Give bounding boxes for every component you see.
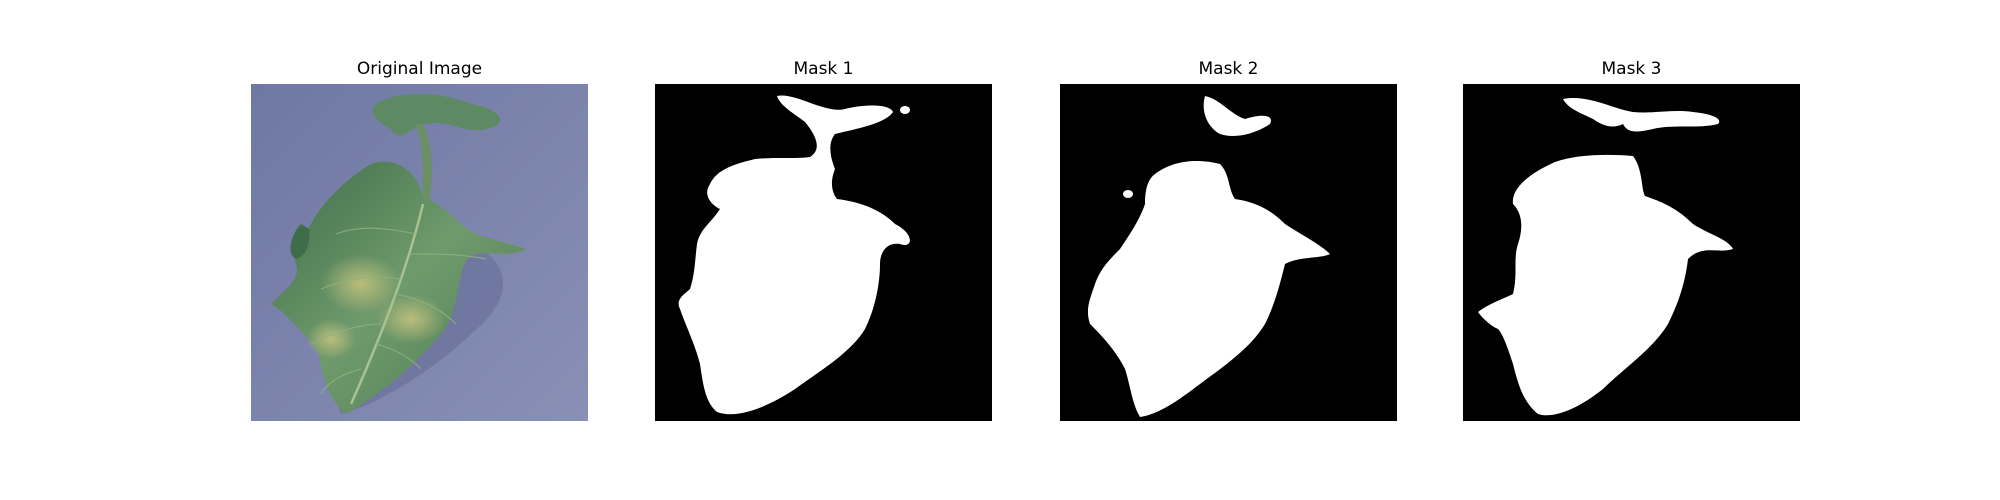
mask-1-panel: Mask 1	[655, 0, 992, 500]
leaf-midrib	[349, 203, 425, 405]
mask-1-image	[655, 84, 992, 421]
mask-3-panel: Mask 3	[1463, 0, 1800, 500]
original-image-panel: Original Image	[251, 0, 588, 500]
mask-2-image	[1060, 84, 1397, 421]
mask-top-fragment	[1203, 96, 1271, 136]
mask-3-image	[1463, 84, 1800, 421]
mask-top-fragment	[1563, 97, 1720, 132]
mask-region	[678, 95, 910, 415]
leaf-photo	[251, 84, 588, 421]
panel-title: Mask 1	[793, 59, 854, 79]
panel-title: Mask 3	[1601, 59, 1662, 79]
panel-title: Mask 2	[1198, 59, 1259, 79]
panel-title: Original Image	[356, 59, 483, 79]
mask-region	[1087, 161, 1330, 417]
mask-2-panel: Mask 2	[1060, 0, 1397, 500]
leaf-stem	[416, 124, 432, 209]
mask-region	[1478, 154, 1733, 416]
top-leaflet	[372, 93, 501, 136]
